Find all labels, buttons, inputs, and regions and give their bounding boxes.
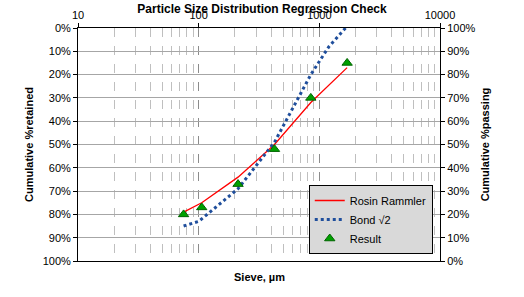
svg-text:10%: 10%: [447, 232, 469, 244]
svg-text:60%: 60%: [49, 162, 71, 174]
svg-text:60%: 60%: [447, 115, 469, 127]
svg-text:70%: 70%: [49, 185, 71, 197]
svg-text:Cumulative %retained: Cumulative %retained: [23, 87, 35, 202]
svg-text:50%: 50%: [447, 138, 469, 150]
svg-text:100%: 100%: [447, 22, 475, 34]
svg-text:40%: 40%: [447, 162, 469, 174]
svg-text:Bond √2: Bond √2: [350, 214, 391, 226]
svg-text:1000: 1000: [307, 9, 331, 21]
svg-text:30%: 30%: [447, 185, 469, 197]
svg-text:90%: 90%: [447, 45, 469, 57]
svg-text:90%: 90%: [49, 232, 71, 244]
svg-text:20%: 20%: [447, 208, 469, 220]
svg-text:Cumulative %passing: Cumulative %passing: [479, 88, 491, 202]
svg-text:50%: 50%: [49, 138, 71, 150]
svg-text:80%: 80%: [49, 208, 71, 220]
svg-text:20%: 20%: [49, 68, 71, 80]
svg-text:70%: 70%: [447, 92, 469, 104]
svg-text:30%: 30%: [49, 92, 71, 104]
svg-text:Particle Size Distribution Reg: Particle Size Distribution Regression Ch…: [137, 2, 387, 16]
svg-text:0%: 0%: [55, 22, 71, 34]
svg-text:10000: 10000: [425, 9, 456, 21]
svg-text:10%: 10%: [49, 45, 71, 57]
svg-text:Sieve, µm: Sieve, µm: [234, 271, 285, 283]
svg-text:Rosin Rammler: Rosin Rammler: [350, 195, 426, 207]
svg-text:100%: 100%: [43, 255, 71, 267]
svg-text:100: 100: [189, 9, 207, 21]
svg-text:Result: Result: [350, 233, 381, 245]
svg-text:10: 10: [72, 9, 84, 21]
svg-text:40%: 40%: [49, 115, 71, 127]
svg-text:80%: 80%: [447, 68, 469, 80]
svg-text:0%: 0%: [447, 255, 463, 267]
